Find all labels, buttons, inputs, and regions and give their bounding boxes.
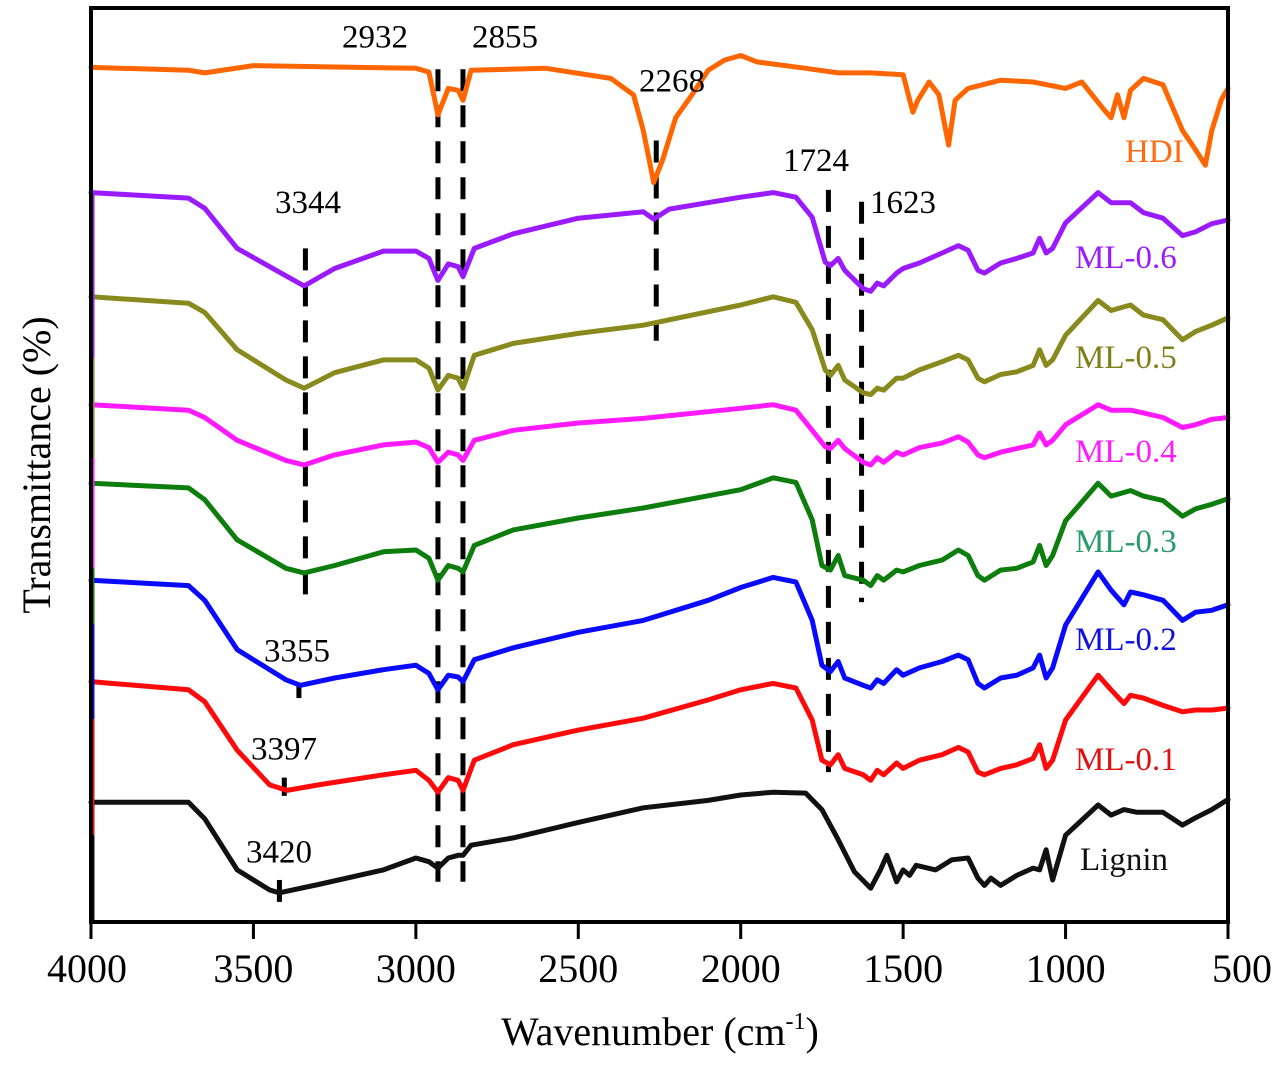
x-tick-label-3000: 3000 [376, 946, 456, 991]
series-label-ml-0-4: ML-0.4 [1075, 434, 1177, 470]
peak-label-2855: 2855 [472, 19, 538, 55]
series-label-ml-0-3: ML-0.3 [1075, 524, 1177, 560]
peak-label-1724: 1724 [783, 143, 849, 179]
series-line-ml-0-6 [88, 190, 1231, 294]
series-label-lignin: Lignin [1080, 842, 1168, 878]
series-label-ml-0-5: ML-0.5 [1075, 340, 1177, 376]
series-line-ml-0-2 [88, 569, 1231, 693]
x-tick-label-1500: 1500 [863, 946, 943, 991]
x-tick-label-3500: 3500 [213, 946, 293, 991]
x-axis-title: Wavenumber (cm-1) [501, 1009, 819, 1054]
peak-labels: 2932 2855 2268 1724 1623 3344 3355 3397 3420 [246, 19, 936, 870]
x-axis-title-end: ) [806, 1009, 819, 1054]
x-axis-title-superscript: -1 [786, 1009, 806, 1035]
x-axis-ticks: 4000 3500 3000 2500 2000 1500 1000 500 [47, 922, 1272, 991]
peak-label-3397: 3397 [251, 731, 317, 767]
peak-label-3355: 3355 [264, 634, 330, 670]
series-line-ml-0-4 [88, 402, 1231, 468]
peak-markers [276, 69, 865, 902]
x-tick-label-2500: 2500 [538, 946, 618, 991]
series-label-ml-0-6: ML-0.6 [1075, 240, 1177, 276]
x-axis-title-main: Wavenumber (cm [501, 1009, 785, 1054]
x-tick-label-1000: 1000 [1026, 946, 1106, 991]
series-label-hdi: HDI [1125, 134, 1184, 170]
series-line-ml-0-3 [88, 475, 1231, 589]
series-line-ml-0-5 [88, 294, 1231, 398]
peak-label-2268: 2268 [639, 63, 705, 99]
series-line-ml-0-1 [88, 672, 1231, 795]
peak-label-3420: 3420 [246, 835, 312, 871]
y-axis-title: Transmittance (%) [14, 316, 59, 613]
x-tick-label-4000: 4000 [47, 946, 127, 991]
series-label-ml-0-1: ML-0.1 [1075, 742, 1177, 778]
series-line-hdi [88, 53, 1231, 186]
series-label-ml-0-2: ML-0.2 [1075, 622, 1177, 658]
peak-label-1623: 1623 [870, 185, 936, 221]
plot-frame [89, 6, 1230, 924]
series-line-lignin [88, 789, 1231, 896]
x-tick-label-2000: 2000 [701, 946, 781, 991]
peak-label-2932: 2932 [342, 19, 408, 55]
x-tick-label-500: 500 [1212, 946, 1272, 991]
series-group [88, 53, 1231, 896]
peak-label-3344: 3344 [275, 185, 341, 221]
series-labels: HDI ML-0.6 ML-0.5 ML-0.4 ML-0.3 ML-0.2 ML-0.1 L… [1075, 134, 1184, 878]
